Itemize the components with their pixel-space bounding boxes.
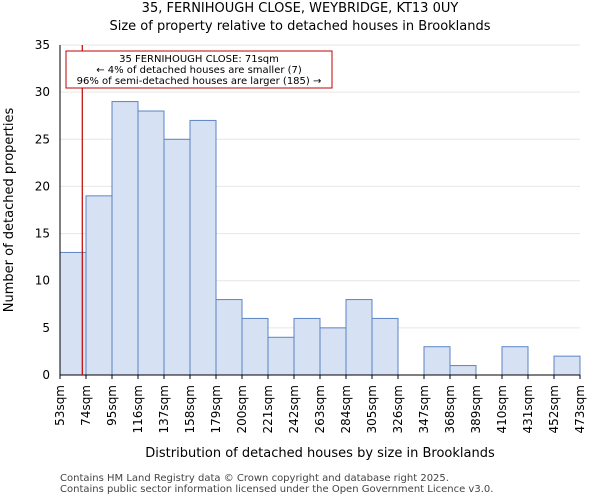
x-tick-label: 284sqm <box>339 385 353 433</box>
x-tick-label: 200sqm <box>235 385 249 433</box>
histogram-bar <box>85 195 113 376</box>
x-tick-label: 158sqm <box>183 385 197 433</box>
annotation-text: ← 4% of detached houses are smaller (7) <box>96 65 302 76</box>
footer-copyright: Contains HM Land Registry data © Crown c… <box>60 473 449 484</box>
x-tick-label: 242sqm <box>287 385 301 433</box>
y-tick-label: 25 <box>35 132 50 146</box>
x-tick-label: 116sqm <box>131 385 145 433</box>
histogram-bar <box>371 317 399 376</box>
y-tick-label: 10 <box>35 274 50 288</box>
histogram-bar <box>189 119 217 376</box>
x-tick-label: 452sqm <box>547 385 561 433</box>
x-tick-label: 53sqm <box>53 385 67 426</box>
y-tick-label: 5 <box>42 321 50 335</box>
chart-subtitle: Size of property relative to detached ho… <box>109 19 491 34</box>
histogram-bar <box>267 336 295 376</box>
y-tick-label: 15 <box>35 227 50 241</box>
annotation-text: 35 FERNIHOUGH CLOSE: 71sqm <box>119 54 279 65</box>
histogram-bar <box>423 346 451 376</box>
x-tick-label: 137sqm <box>157 385 171 433</box>
x-tick-label: 179sqm <box>209 385 223 433</box>
x-tick-label: 368sqm <box>443 385 457 433</box>
histogram-bar <box>111 101 139 376</box>
x-tick-label: 347sqm <box>417 385 431 433</box>
y-tick-label: 35 <box>35 38 50 52</box>
y-tick-label: 30 <box>35 85 50 99</box>
histogram-bar <box>345 299 373 376</box>
annotation-text: 96% of semi-detached houses are larger (… <box>77 76 322 87</box>
y-tick-label: 0 <box>42 368 50 382</box>
x-tick-label: 221sqm <box>261 385 275 433</box>
histogram-bar <box>241 317 269 376</box>
histogram-bar <box>163 138 191 376</box>
histogram-bar <box>319 327 347 376</box>
x-tick-label: 326sqm <box>391 385 405 433</box>
histogram-bar <box>449 365 477 376</box>
x-tick-label: 473sqm <box>573 385 587 433</box>
x-tick-label: 389sqm <box>469 385 483 433</box>
chart-title: 35, FERNIHOUGH CLOSE, WEYBRIDGE, KT13 0U… <box>141 1 459 16</box>
annotation-box <box>65 50 333 89</box>
histogram-bar <box>59 251 87 376</box>
x-tick-label: 263sqm <box>313 385 327 433</box>
histogram-bar <box>137 110 165 376</box>
x-tick-label: 410sqm <box>495 385 509 433</box>
footer-licence: Contains public sector information licen… <box>60 484 494 495</box>
x-axis-label: Distribution of detached houses by size … <box>145 446 495 461</box>
histogram-bar <box>293 317 321 376</box>
x-tick-label: 431sqm <box>521 385 535 433</box>
histogram-chart: 0 5 10 15 20 25 30 35 53sqm 74sqm 95sqm 116sqm 137sq… <box>2 38 587 461</box>
x-tick-label: 305sqm <box>365 385 379 433</box>
histogram-bar <box>215 299 243 376</box>
y-axis-label: Number of detached properties <box>2 108 17 313</box>
histogram-bar <box>553 355 581 376</box>
x-tick-label: 95sqm <box>105 385 119 426</box>
x-tick-label: 74sqm <box>79 385 93 426</box>
y-tick-label: 20 <box>35 179 50 193</box>
histogram-bar <box>501 346 529 376</box>
